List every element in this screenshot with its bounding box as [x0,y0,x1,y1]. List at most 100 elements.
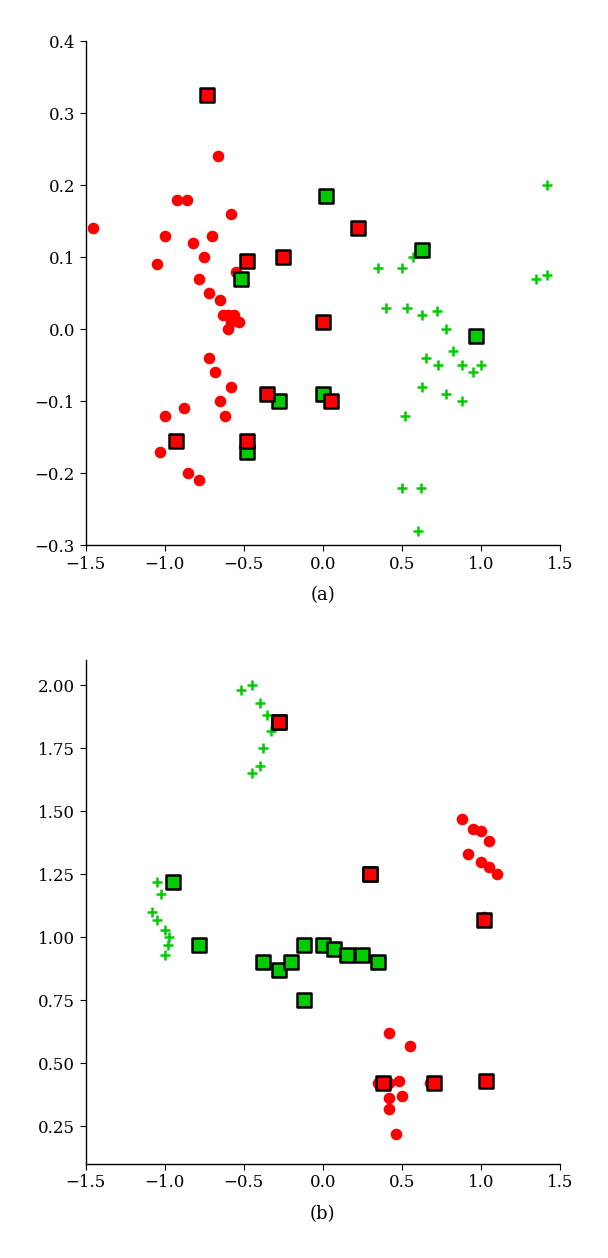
Point [441,320,451,340]
Point [365,864,375,884]
Point [157,884,167,905]
Point [329,938,339,959]
Point [479,910,489,930]
Point [365,864,375,884]
Point [468,819,478,839]
Point [463,844,473,864]
Point [408,247,418,267]
Point [234,312,244,332]
Point [152,254,162,274]
Point [479,907,489,927]
Point [226,376,236,396]
Point [429,1073,438,1093]
Point [274,712,283,732]
Point [434,355,443,375]
Point [179,399,188,419]
Point [258,738,268,759]
Point [479,1073,489,1093]
Point [226,312,236,332]
Point [160,405,170,425]
Point [391,1123,401,1144]
Point [321,186,331,206]
Point [184,463,193,483]
Point [229,304,239,325]
Point [199,247,209,267]
Point [215,391,225,411]
Point [318,384,328,404]
Point [218,304,228,325]
Point [274,391,283,411]
Point [204,283,214,303]
Point [373,952,383,972]
Point [492,864,502,884]
Point [299,935,309,955]
Point [542,175,552,195]
Point [326,391,336,411]
Point [168,872,178,892]
Point [457,809,467,829]
Point [441,384,451,404]
Point [318,312,328,332]
Point [204,348,214,369]
Point [384,1023,394,1043]
Point [397,478,407,498]
Point [432,301,441,321]
Point [353,219,362,239]
Point [263,384,272,404]
Point [531,269,541,289]
Point [484,857,494,877]
Point [220,405,230,425]
Point [155,442,165,462]
Point [476,821,486,842]
Point [384,1088,394,1108]
Point [447,341,457,361]
Point [400,405,410,425]
Point [160,945,170,965]
Point [173,190,182,210]
Point [160,920,170,940]
Point [384,1098,394,1118]
Point [160,225,170,245]
Point [457,391,467,411]
Point [373,1073,383,1093]
Point [195,269,204,289]
Point [471,326,481,346]
Point [286,952,296,972]
Point [426,1073,435,1093]
Point [89,219,98,239]
Point [171,430,181,450]
Point [542,265,552,286]
Point [318,935,328,955]
Point [215,291,225,311]
Point [182,190,192,210]
Point [481,1071,491,1091]
Point [152,910,162,930]
Point [402,298,412,318]
Point [210,362,220,382]
Point [342,945,351,965]
Point [384,1073,394,1093]
Point [263,706,272,726]
Point [299,990,309,1010]
Point [457,355,467,375]
Point [274,712,283,732]
Point [418,240,427,260]
Point [418,304,427,325]
Point [207,225,217,245]
Point [202,86,212,106]
Point [278,247,288,267]
Point [476,852,486,872]
Point [236,269,246,289]
Point [476,355,486,375]
Point [397,1086,407,1106]
Point [405,1035,415,1055]
X-axis label: (a): (a) [311,586,335,605]
Point [188,233,198,253]
Point [165,927,174,947]
Point [468,362,478,382]
Point [213,146,223,166]
X-axis label: (b): (b) [310,1205,336,1223]
Point [373,258,383,278]
Point [163,935,173,955]
Point [147,902,157,922]
